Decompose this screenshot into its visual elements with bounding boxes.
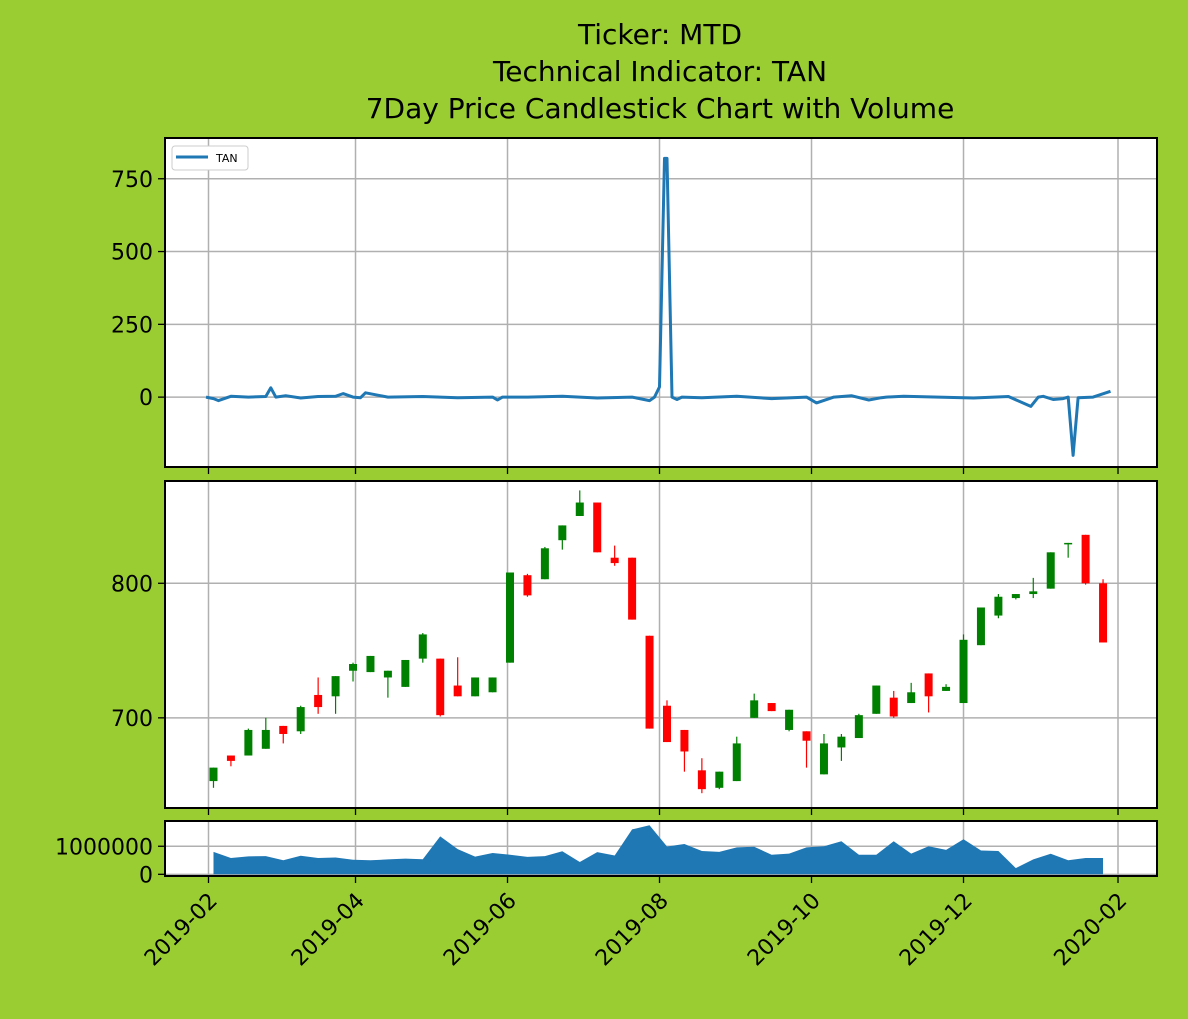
y-tick-label: 750 xyxy=(111,168,153,193)
chart-title-line-2: Technical Indicator: TAN xyxy=(492,55,828,88)
panel-frame xyxy=(164,137,1158,468)
candle-body xyxy=(401,659,410,687)
x-tick-label: 2019-02 xyxy=(140,889,223,972)
candle-body xyxy=(854,715,863,739)
tan-indicator-line xyxy=(205,156,1111,457)
y-tick-label: 800 xyxy=(111,572,153,597)
candle-body xyxy=(540,548,549,580)
candle-body xyxy=(506,572,515,663)
candle-body xyxy=(314,694,323,708)
candle-body xyxy=(924,673,933,697)
x-tick-label: 2019-06 xyxy=(439,889,522,972)
candle-body xyxy=(907,692,916,704)
candle-body xyxy=(244,729,253,756)
y-tick-label: 0 xyxy=(139,863,153,888)
candle-body xyxy=(453,685,462,697)
candle-body xyxy=(610,557,619,564)
candle-body xyxy=(366,655,375,673)
y-tick-label: 700 xyxy=(111,707,153,732)
candle-body xyxy=(436,658,445,716)
y-tick-label: 1000000 xyxy=(55,835,153,860)
candle-body xyxy=(575,502,584,516)
candle-body xyxy=(418,634,427,659)
chart-title-line-3: 7Day Price Candlestick Chart with Volume xyxy=(365,92,955,125)
candle-body xyxy=(593,502,602,553)
candle-body xyxy=(785,709,794,730)
panel-frame xyxy=(164,480,1158,809)
candle-body xyxy=(662,705,671,743)
candle-body xyxy=(261,729,270,749)
volume-area xyxy=(213,825,1103,875)
candle-body xyxy=(471,677,480,697)
legend-box xyxy=(171,145,249,171)
x-tick-label: 2019-12 xyxy=(895,889,978,972)
y-tick-label: 0 xyxy=(139,386,153,411)
candle-body xyxy=(1046,552,1055,589)
candle-body xyxy=(349,664,358,671)
candle-body xyxy=(837,736,846,748)
candle-body xyxy=(1011,594,1020,599)
candle-body xyxy=(819,743,828,775)
candle-body xyxy=(976,607,985,646)
panel-frame xyxy=(164,820,1158,877)
candle-body xyxy=(523,575,532,596)
candle-body xyxy=(889,697,898,717)
candle-body xyxy=(558,525,567,541)
candle-body xyxy=(645,635,654,729)
candle-body xyxy=(802,731,811,741)
candle-body xyxy=(994,596,1003,616)
candle-body xyxy=(732,743,741,782)
candle-body xyxy=(628,557,637,620)
candle-body xyxy=(959,639,968,704)
candle-body xyxy=(697,770,706,790)
x-tick-label: 2019-04 xyxy=(287,889,370,972)
candle-body xyxy=(1081,534,1090,584)
candle-body xyxy=(750,700,759,718)
candle-body xyxy=(331,676,340,697)
candle-body xyxy=(715,771,724,788)
y-tick-label: 250 xyxy=(111,313,153,338)
candle-body xyxy=(488,677,497,693)
candle-body xyxy=(226,755,235,761)
chart-title-line-1: Ticker: MTD xyxy=(577,18,743,51)
y-tick-label: 500 xyxy=(111,241,153,266)
candle-body xyxy=(383,670,392,678)
candle-body xyxy=(942,686,951,691)
panel-background xyxy=(165,481,1157,808)
candle-body xyxy=(209,767,218,782)
legend-label-tan: TAN xyxy=(215,152,238,165)
candle-body xyxy=(279,725,288,734)
candle-body xyxy=(872,685,881,714)
candle-body xyxy=(296,707,305,732)
candle-body xyxy=(1029,591,1038,595)
x-tick-label: 2020-02 xyxy=(1050,889,1133,972)
candle-body xyxy=(680,729,689,752)
x-tick-label: 2019-08 xyxy=(591,889,674,972)
candle-body xyxy=(1099,583,1108,643)
candle-body xyxy=(1064,542,1073,545)
candle-body xyxy=(767,703,776,712)
x-tick-label: 2019-10 xyxy=(743,889,826,972)
